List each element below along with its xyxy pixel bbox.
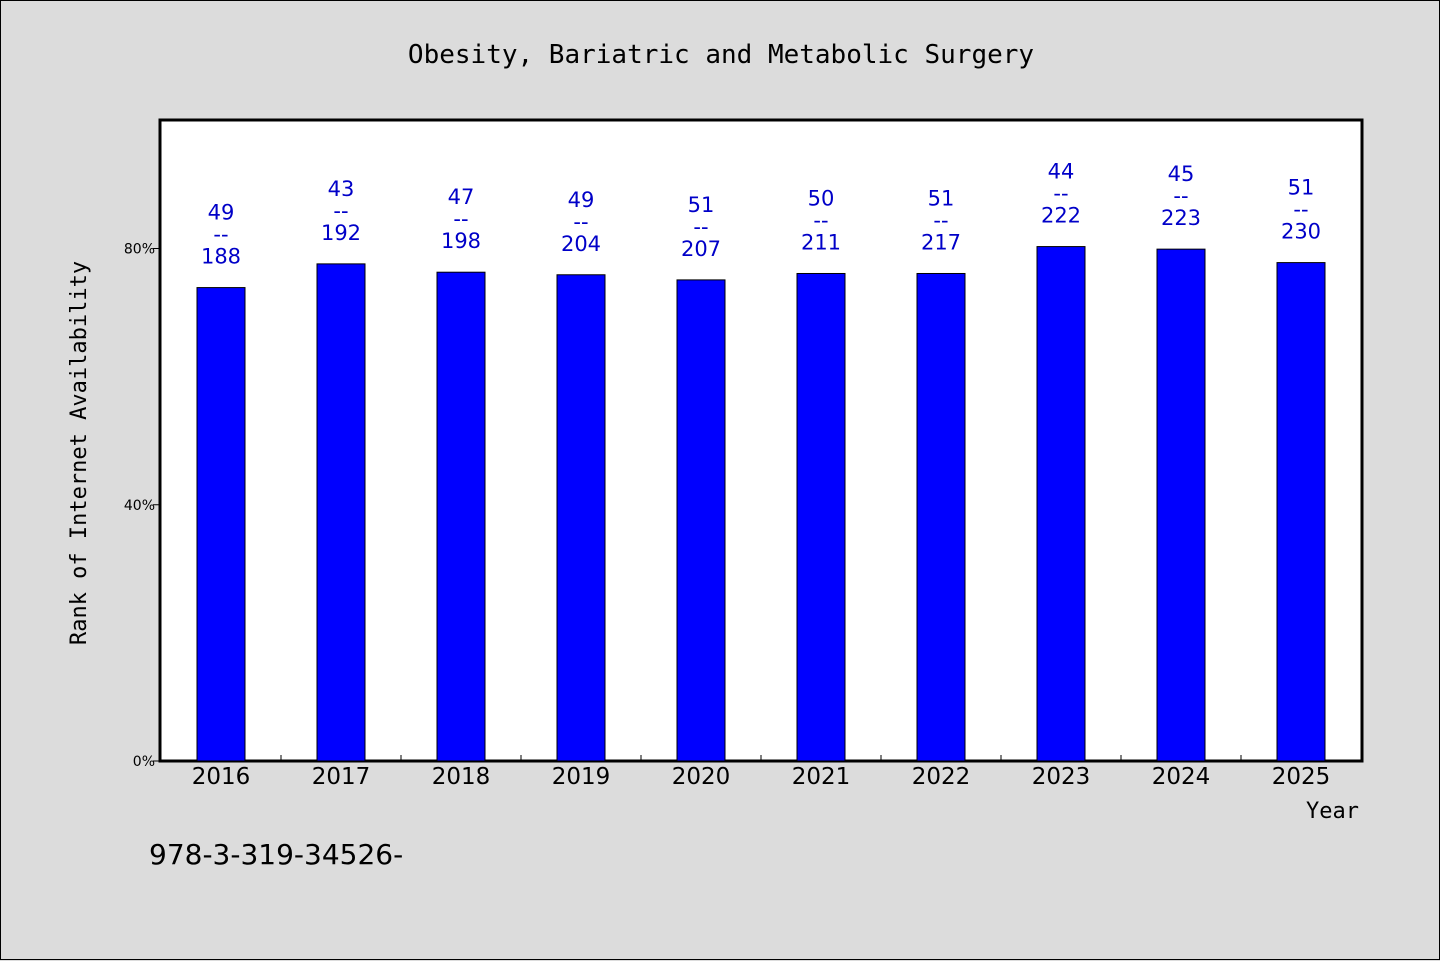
- data-label-top-2025: 51: [1288, 176, 1315, 200]
- x-tick-label-2019: 2019: [552, 764, 611, 790]
- bar-2019: [556, 274, 606, 762]
- data-label-top-2020: 51: [688, 193, 715, 217]
- data-label-top-2022: 51: [928, 186, 955, 210]
- data-label-top-2019: 49: [568, 188, 595, 212]
- data-label-top-2017: 43: [328, 177, 355, 201]
- data-label-bottom-2019: 204: [561, 232, 601, 256]
- x-tick-label-2018: 2018: [432, 764, 491, 790]
- bar-2016: [196, 287, 246, 762]
- data-label-top-2023: 44: [1048, 160, 1075, 184]
- data-label-top-2024: 45: [1168, 162, 1195, 186]
- bar-2025: [1276, 262, 1326, 762]
- data-label-bottom-2020: 207: [681, 237, 721, 261]
- bar-2018: [436, 271, 486, 762]
- data-label-mid-2019: --: [573, 210, 588, 234]
- x-tick-label-2016: 2016: [192, 764, 251, 790]
- x-tick-label-2017: 2017: [312, 764, 371, 790]
- bar-2020: [676, 279, 726, 762]
- y-axis-ticks: 0% 40% 80%: [124, 242, 161, 770]
- x-axis-ticks: 2016 2017 2018 2019 2020 2021 2022 2023 2024 2025: [192, 755, 1331, 790]
- y-tick-label-80: 80%: [124, 242, 155, 258]
- data-label-mid-2016: --: [213, 223, 228, 247]
- x-tick-label-2024: 2024: [1152, 764, 1211, 790]
- y-tick-label-0: 0%: [133, 754, 155, 770]
- bar-2017: [316, 263, 366, 762]
- bar-2021: [796, 272, 846, 762]
- data-label-mid-2023: --: [1053, 182, 1068, 206]
- data-label-bottom-2017: 192: [321, 221, 361, 245]
- y-axis-label: Rank of Internet Availability: [67, 261, 92, 645]
- bar-2023: [1036, 246, 1086, 762]
- data-label-mid-2017: --: [333, 199, 348, 223]
- y-tick-label-40: 40%: [124, 498, 155, 514]
- x-tick-label-2020: 2020: [672, 764, 731, 790]
- bar-2024: [1156, 248, 1206, 762]
- footer-isbn: 978-3-319-34526-: [149, 838, 403, 871]
- x-tick-label-2021: 2021: [792, 764, 851, 790]
- data-label-top-2018: 47: [448, 185, 475, 209]
- x-tick-label-2023: 2023: [1032, 764, 1091, 790]
- data-label-bottom-2022: 217: [921, 230, 961, 254]
- data-label-mid-2022: --: [933, 208, 948, 232]
- data-label-top-2021: 50: [808, 186, 835, 210]
- x-tick-label-2022: 2022: [912, 764, 971, 790]
- data-label-mid-2024: --: [1173, 184, 1188, 208]
- data-label-bottom-2024: 223: [1161, 206, 1201, 230]
- data-labels-layer: 49--18843--19247--19849--20451--20750--2…: [201, 160, 1321, 269]
- chart-title: Obesity, Bariatric and Metabolic Surgery: [408, 40, 1034, 70]
- x-axis-label: Year: [1306, 799, 1359, 824]
- data-label-mid-2021: --: [813, 208, 828, 232]
- bars-layer: [196, 246, 1326, 762]
- data-label-bottom-2021: 211: [801, 230, 841, 254]
- data-label-mid-2020: --: [693, 215, 708, 239]
- bar-2022: [916, 272, 966, 762]
- data-label-bottom-2016: 188: [201, 245, 241, 269]
- data-label-mid-2018: --: [453, 207, 468, 231]
- x-tick-label-2025: 2025: [1272, 764, 1331, 790]
- data-label-bottom-2018: 198: [441, 229, 481, 253]
- data-label-bottom-2025: 230: [1281, 220, 1321, 244]
- data-label-top-2016: 49: [208, 201, 235, 225]
- data-label-bottom-2023: 222: [1041, 204, 1081, 228]
- data-label-mid-2025: --: [1293, 198, 1308, 222]
